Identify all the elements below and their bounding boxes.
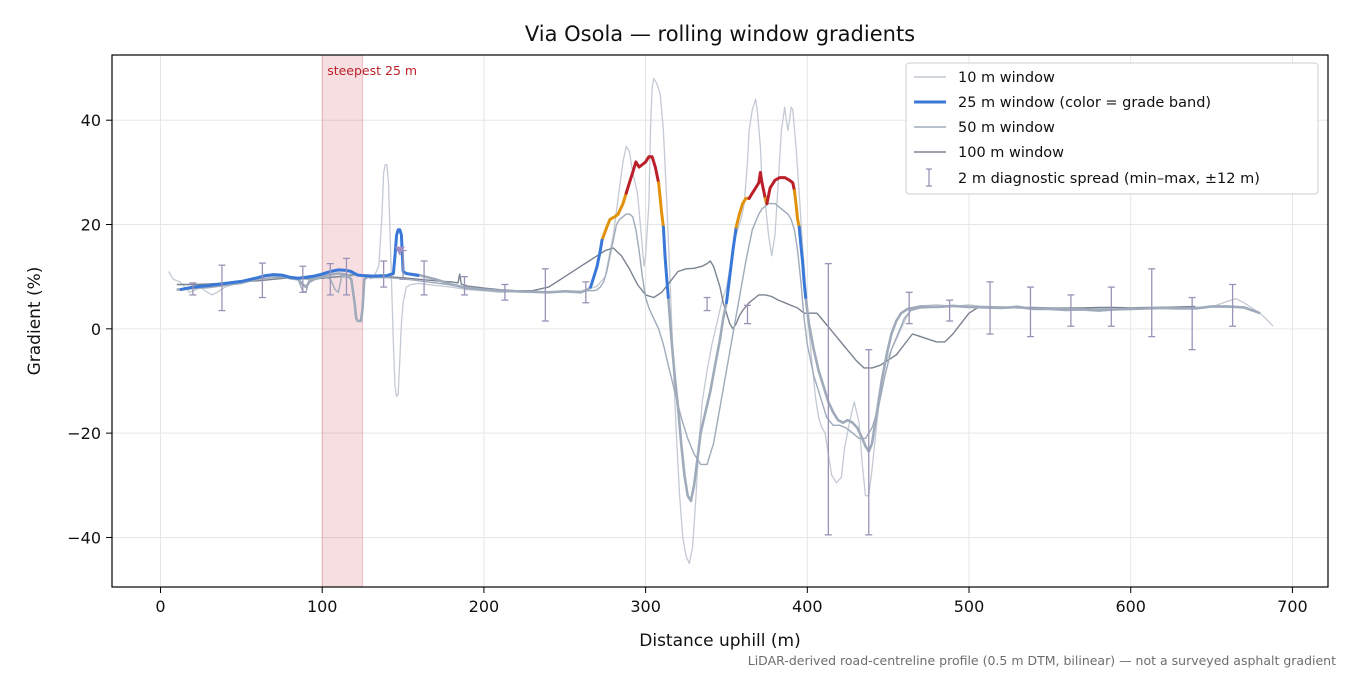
error-bar bbox=[258, 262, 266, 299]
y-tick-label: −20 bbox=[67, 424, 101, 443]
error-bar bbox=[1067, 294, 1075, 327]
error-bar bbox=[420, 260, 428, 296]
error-bar bbox=[1026, 286, 1034, 338]
diagnostic-spread-bars bbox=[189, 246, 1237, 536]
series-25m-band-low bbox=[661, 225, 670, 299]
error-bar bbox=[342, 257, 350, 296]
series-25m-band-mid bbox=[792, 189, 801, 229]
legend: 10 m window 25 m window (color = grade b… bbox=[905, 62, 1319, 195]
error-bar bbox=[1148, 268, 1156, 338]
error-bar bbox=[743, 304, 751, 325]
legend-label-25m: 25 m window (color = grade band) bbox=[958, 95, 1211, 111]
error-bar bbox=[865, 349, 873, 536]
x-tick-label: 700 bbox=[1277, 597, 1308, 616]
error-bar bbox=[218, 264, 226, 312]
x-tick-label: 300 bbox=[630, 597, 661, 616]
y-tick-label: 40 bbox=[81, 111, 101, 130]
error-bar bbox=[461, 276, 469, 296]
legend-box bbox=[905, 62, 1319, 195]
x-tick-label: 400 bbox=[792, 597, 823, 616]
legend-label-10m: 10 m window bbox=[958, 70, 1055, 86]
series-25m-band-low bbox=[725, 225, 738, 305]
error-bar bbox=[299, 265, 307, 293]
error-bar bbox=[824, 262, 832, 536]
y-axis-label: Gradient (%) bbox=[25, 267, 45, 376]
error-bar bbox=[326, 262, 334, 296]
series-25m-band-high bbox=[765, 176, 796, 206]
series-50m bbox=[176, 202, 1261, 466]
x-tick-label: 500 bbox=[954, 597, 985, 616]
error-bar bbox=[501, 283, 509, 301]
x-tick-label: 0 bbox=[155, 597, 165, 616]
steepest-marker bbox=[394, 246, 405, 256]
error-bar bbox=[703, 296, 711, 312]
series-25m-band-mid bbox=[657, 181, 665, 229]
error-bar bbox=[189, 282, 197, 296]
error-bar bbox=[1229, 283, 1237, 327]
x-axis-label: Distance uphill (m) bbox=[639, 631, 800, 651]
plot-frame bbox=[111, 54, 1329, 588]
x-tick-label: 200 bbox=[469, 597, 500, 616]
y-tick-label: 20 bbox=[81, 216, 101, 235]
error-bar bbox=[905, 291, 913, 325]
series-25m-band-mid bbox=[616, 191, 628, 216]
chart-title: Via Osola — rolling window gradients bbox=[525, 22, 915, 46]
legend-label-100m: 100 m window bbox=[958, 145, 1064, 161]
series-100m bbox=[176, 247, 1196, 369]
error-bar bbox=[1107, 286, 1115, 327]
highlight-span: steepest 25 m bbox=[321, 54, 417, 588]
y-tick-label: −40 bbox=[67, 528, 101, 547]
series-25m-band-mid bbox=[734, 196, 751, 229]
legend-label-errorbar: 2 m diagnostic spread (min–max, ±12 m) bbox=[958, 171, 1260, 187]
series-25m-band-high bbox=[747, 170, 767, 200]
series-25m-gray bbox=[804, 297, 1261, 453]
y-axis-ticks: −40 −20 0 20 40 bbox=[67, 111, 112, 547]
series-lines bbox=[168, 77, 1274, 565]
y-tick-label: 0 bbox=[91, 320, 101, 339]
error-bar bbox=[541, 268, 549, 322]
error-bar bbox=[582, 281, 590, 304]
series-25m bbox=[179, 228, 420, 292]
series-25m-band-mid bbox=[600, 212, 620, 242]
error-bar bbox=[1188, 296, 1196, 351]
legend-swatch-errorbar bbox=[926, 168, 932, 187]
error-bar bbox=[946, 299, 954, 322]
steepest-span-label: steepest 25 m bbox=[327, 63, 417, 78]
error-bar bbox=[986, 281, 994, 335]
series-25m-band-low bbox=[589, 238, 604, 289]
x-axis-ticks: 0 100 200 300 400 500 600 700 bbox=[155, 587, 1308, 616]
legend-label-50m: 50 m window bbox=[958, 120, 1055, 136]
x-tick-label: 600 bbox=[1115, 597, 1146, 616]
footnote: LiDAR-derived road-centreline profile (0… bbox=[748, 653, 1336, 668]
error-bar bbox=[380, 260, 388, 288]
series-25m-band-low bbox=[797, 225, 808, 299]
series-25m-gray bbox=[667, 297, 728, 503]
series-25m-band-high bbox=[624, 155, 661, 195]
x-tick-label: 100 bbox=[307, 597, 338, 616]
